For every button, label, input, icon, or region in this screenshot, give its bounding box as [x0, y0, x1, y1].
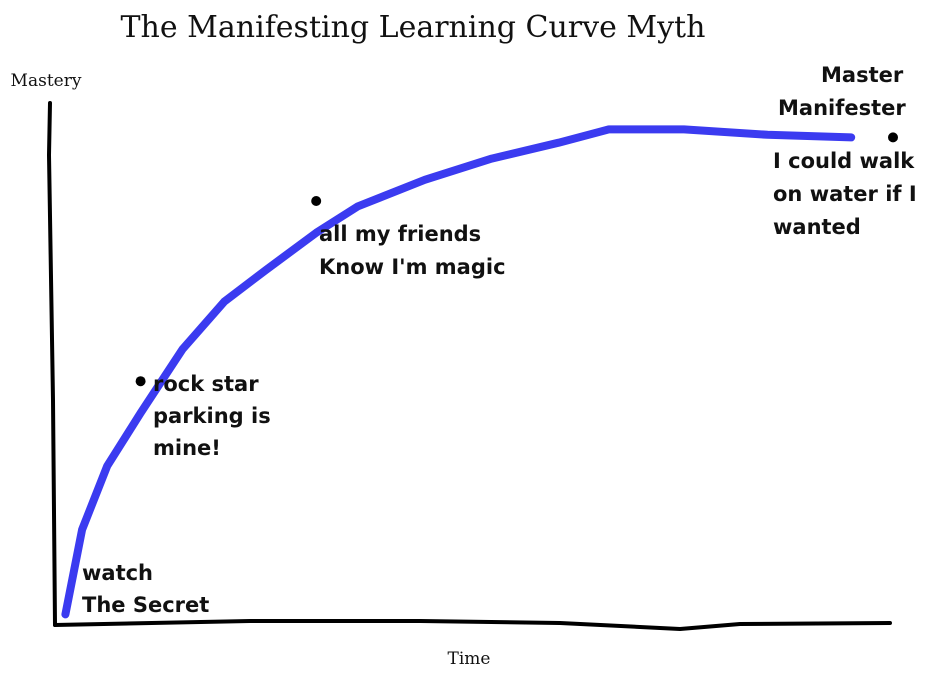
annotation-2: all my friends Know I'm magic: [319, 222, 506, 279]
annotation-2-line-0: all my friends: [319, 222, 481, 246]
annotation-1-line-1: parking is: [153, 404, 271, 428]
annotation-3-line-1: Manifester: [778, 96, 906, 120]
y-axis-label: Mastery: [11, 71, 82, 91]
annotation-1: rock star parking is mine!: [153, 372, 271, 460]
series-line-0: [61, 125, 856, 619]
annotation-1-line-0: rock star: [153, 372, 259, 396]
annotation-3-line-3: on water if I: [773, 182, 917, 206]
x-axis-label: Time: [448, 649, 491, 669]
y-axis-line: [47, 101, 57, 627]
x-axis-line: [53, 619, 892, 631]
marker-3: [888, 132, 898, 143]
annotation-layer: watch The Secret rock star parking is mine! a…: [82, 63, 917, 617]
marker-layer: [135, 132, 898, 387]
annotation-3-line-2: I could walk: [773, 149, 915, 173]
annotation-2-line-1: Know I'm magic: [319, 255, 506, 279]
annotation-3-line-4: wanted: [773, 215, 861, 239]
marker-1: [135, 376, 146, 387]
chart-title: The Manifesting Learning Curve Myth: [121, 10, 706, 45]
annotation-0-line-0: watch: [82, 561, 153, 585]
series-layer: [61, 125, 856, 619]
marker-2: [311, 196, 322, 206]
annotation-1-line-2: mine!: [153, 436, 221, 460]
annotation-0-line-1: The Secret: [82, 593, 209, 617]
annotation-0: watch The Secret: [82, 561, 209, 617]
annotation-3: Master Manifester I could walk on water if …: [773, 63, 917, 239]
annotation-3-line-0: Master: [821, 63, 904, 87]
